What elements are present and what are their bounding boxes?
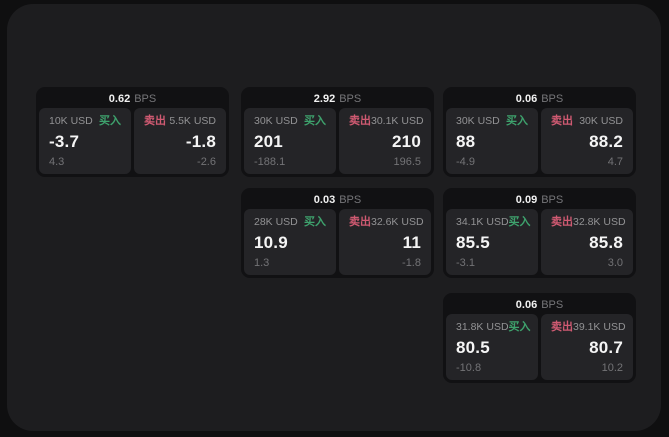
bps-value: 0.06 (515, 93, 538, 105)
quote-card[interactable]: 2.92 BPS 30K USD 买入 201 -188.1 卖出 30.1K … (241, 87, 434, 177)
buy-tag[interactable]: 买入 (304, 115, 326, 127)
buy-panel[interactable]: 28K USD 买入 10.9 1.3 (244, 209, 336, 275)
sell-panel[interactable]: 卖出 5.5K USD -1.8 -2.6 (134, 108, 226, 174)
buy-tag[interactable]: 买入 (506, 115, 528, 127)
buy-notional: 10K USD (49, 115, 93, 127)
buy-tag[interactable]: 买入 (508, 216, 531, 228)
bps-header: 0.09 BPS (446, 191, 633, 209)
sell-notional: 30K USD (579, 115, 623, 127)
bps-header: 0.62 BPS (39, 90, 226, 108)
bps-value: 2.92 (313, 93, 336, 105)
quote-card[interactable]: 0.62 BPS 10K USD 买入 -3.7 4.3 卖出 5.5K USD… (36, 87, 229, 177)
quote-card[interactable]: 0.06 BPS 30K USD 买入 88 -4.9 卖出 30K USD 8… (443, 87, 636, 177)
sell-change: 3.0 (607, 257, 623, 269)
buy-panel[interactable]: 10K USD 买入 -3.7 4.3 (39, 108, 131, 174)
sell-panel[interactable]: 卖出 30.1K USD 210 196.5 (339, 108, 431, 174)
sell-price: 85.8 (589, 232, 623, 252)
sell-change: -1.8 (402, 257, 421, 269)
buy-tag[interactable]: 买入 (99, 115, 121, 127)
bps-unit-label: BPS (339, 194, 362, 206)
sell-notional: 5.5K USD (169, 115, 216, 127)
sell-change: 196.5 (393, 156, 421, 168)
bps-unit-label: BPS (339, 93, 362, 105)
sell-price: 210 (392, 131, 421, 151)
bps-unit-label: BPS (541, 93, 564, 105)
sell-tag[interactable]: 卖出 (551, 216, 573, 228)
buy-price: 88 (456, 131, 476, 151)
bps-value: 0.09 (515, 194, 538, 206)
bps-unit-label: BPS (541, 299, 564, 311)
sell-tag[interactable]: 卖出 (349, 115, 371, 127)
sell-panel[interactable]: 卖出 32.8K USD 85.8 3.0 (541, 209, 633, 275)
buy-price: 80.5 (456, 337, 490, 357)
bps-header: 0.06 BPS (446, 296, 633, 314)
buy-change: -10.8 (456, 362, 482, 374)
buy-notional: 30K USD (254, 115, 298, 127)
sell-notional: 39.1K USD (573, 321, 626, 333)
sell-notional: 32.6K USD (371, 216, 424, 228)
sell-change: 10.2 (601, 362, 623, 374)
sell-tag[interactable]: 卖出 (551, 321, 573, 333)
sell-panel[interactable]: 卖出 39.1K USD 80.7 10.2 (541, 314, 633, 380)
sell-notional: 30.1K USD (371, 115, 424, 127)
sell-price: 80.7 (589, 337, 623, 357)
buy-panel[interactable]: 30K USD 买入 201 -188.1 (244, 108, 336, 174)
buy-panel[interactable]: 30K USD 买入 88 -4.9 (446, 108, 538, 174)
buy-notional: 30K USD (456, 115, 500, 127)
buy-price: 201 (254, 131, 283, 151)
buy-change: -4.9 (456, 156, 475, 168)
sell-panel[interactable]: 卖出 32.6K USD 11 -1.8 (339, 209, 431, 275)
bps-header: 0.06 BPS (446, 90, 633, 108)
bps-value: 0.03 (313, 194, 336, 206)
buy-notional: 31.8K USD (456, 321, 509, 333)
buy-price: -3.7 (49, 131, 80, 151)
sell-price: -1.8 (185, 131, 216, 151)
bps-value: 0.06 (515, 299, 538, 311)
sell-change: -2.6 (197, 156, 216, 168)
quote-card[interactable]: 0.09 BPS 34.1K USD 买入 85.5 -3.1 卖出 32.8K… (443, 188, 636, 278)
sell-price: 88.2 (589, 131, 623, 151)
sell-change: 4.7 (607, 156, 623, 168)
buy-change: -188.1 (254, 156, 286, 168)
sell-notional: 32.8K USD (573, 216, 626, 228)
buy-price: 85.5 (456, 232, 490, 252)
sell-tag[interactable]: 卖出 (551, 115, 573, 127)
bps-unit-label: BPS (541, 194, 564, 206)
buy-tag[interactable]: 买入 (304, 216, 326, 228)
buy-change: -3.1 (456, 257, 475, 269)
buy-change: 1.3 (254, 257, 270, 269)
bps-header: 2.92 BPS (244, 90, 431, 108)
quote-card[interactable]: 0.06 BPS 31.8K USD 买入 80.5 -10.8 卖出 39.1… (443, 293, 636, 383)
buy-panel[interactable]: 34.1K USD 买入 85.5 -3.1 (446, 209, 538, 275)
bps-unit-label: BPS (134, 93, 157, 105)
buy-change: 4.3 (49, 156, 65, 168)
bps-value: 0.62 (108, 93, 131, 105)
quote-card[interactable]: 0.03 BPS 28K USD 买入 10.9 1.3 卖出 32.6K US… (241, 188, 434, 278)
buy-notional: 34.1K USD (456, 216, 509, 228)
sell-price: 11 (402, 232, 421, 252)
bps-header: 0.03 BPS (244, 191, 431, 209)
sell-tag[interactable]: 卖出 (144, 115, 166, 127)
buy-price: 10.9 (254, 232, 288, 252)
buy-notional: 28K USD (254, 216, 298, 228)
sell-panel[interactable]: 卖出 30K USD 88.2 4.7 (541, 108, 633, 174)
sell-tag[interactable]: 卖出 (349, 216, 371, 228)
buy-tag[interactable]: 买入 (508, 321, 531, 333)
buy-panel[interactable]: 31.8K USD 买入 80.5 -10.8 (446, 314, 538, 380)
